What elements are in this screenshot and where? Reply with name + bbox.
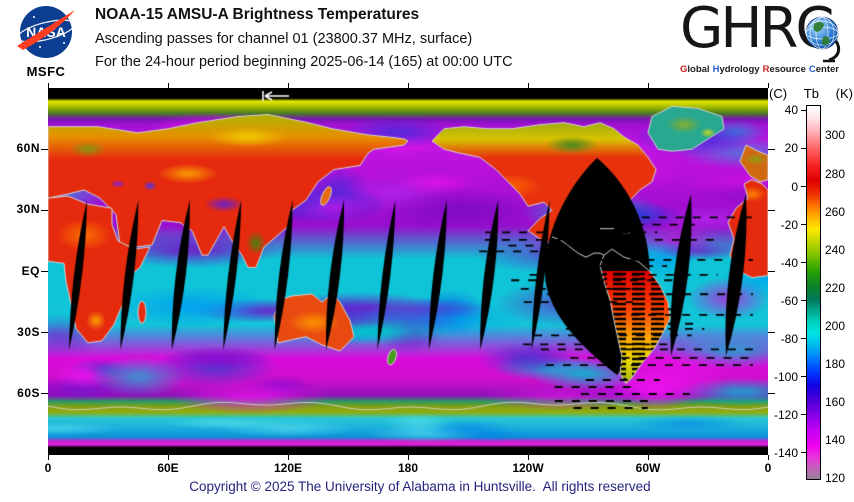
colorbar [806, 105, 821, 480]
colorbar-celsius-label: -60 [780, 293, 798, 308]
ghrc-subtitle-word: Resource [762, 64, 806, 75]
colorbar-celsius-label: -140 [773, 445, 798, 460]
colorbar-celsius-tick [801, 414, 807, 416]
colorbar-celsius-tick [801, 452, 807, 454]
colorbar-kelvin-label: 180 [825, 356, 846, 371]
x-axis-tick-top [407, 83, 409, 88]
nasa-meatball-icon: NASA [17, 6, 75, 58]
colorbar-celsius-label: -80 [780, 331, 798, 346]
x-tick-label: 120E [273, 461, 303, 475]
colorbar-celsius-tick [801, 262, 807, 264]
x-axis-tick [407, 455, 409, 460]
colorbar-celsius-label: 40 [784, 103, 798, 118]
msfc-label: MSFC [26, 64, 66, 79]
colorbar-kelvin-label: 200 [825, 318, 846, 333]
ghrc-subtitle-word: Global [680, 64, 710, 75]
copyright-text: Copyright © 2025 The University of Alaba… [189, 479, 651, 494]
y-axis-tick [41, 271, 48, 272]
colorbar-kelvin-label: 140 [825, 432, 846, 447]
x-axis-tick-top [167, 83, 169, 88]
colorbar-unit-celsius: (C) [769, 86, 788, 101]
y-axis-tick-right [768, 209, 775, 211]
page-subtitle-1: Ascending passes for channel 01 (23800.3… [95, 30, 473, 47]
colorbar-celsius-tick [801, 300, 807, 302]
colorbar-celsius-label: 0 [791, 179, 798, 194]
x-axis-tick [767, 455, 769, 460]
y-tick-label: 60S [17, 385, 40, 400]
y-axis-tick-right [768, 148, 775, 150]
y-tick-label: 30N [16, 202, 40, 217]
colorbar-kelvin-label: 280 [825, 166, 846, 181]
brightness-temperature-map [48, 88, 768, 455]
x-tick-label: 60W [635, 461, 661, 475]
y-axis-tick [41, 209, 48, 211]
x-tick-label: 60E [157, 461, 179, 475]
ghrc-logo: GHRC [680, 0, 850, 75]
ghrc-acronym-prefix: GHR [680, 0, 798, 61]
colorbar-celsius-label: 20 [784, 141, 798, 156]
x-axis-tick-top [287, 83, 289, 88]
x-axis-tick-top [47, 83, 49, 88]
colorbar-celsius-tick [801, 109, 807, 111]
colorbar-unit-kelvin: (K) [835, 86, 853, 101]
x-axis-tick [287, 455, 289, 460]
x-axis-tick-top [647, 83, 649, 88]
x-axis-tick [47, 455, 49, 460]
y-axis-tick-right [768, 271, 775, 272]
colorbar-celsius-label: -20 [780, 217, 798, 232]
colorbar-celsius-label: -100 [773, 369, 798, 384]
page-title: NOAA-15 AMSU-A Brightness Temperatures [95, 6, 420, 23]
y-tick-label: 60N [16, 141, 40, 156]
y-axis-tick [41, 332, 48, 334]
colorbar-celsius-label: -120 [773, 407, 798, 422]
colorbar-celsius-tick [801, 224, 807, 226]
title-block: NOAA-15 AMSU-A Brightness Temperatures A… [95, 7, 513, 70]
nasa-msfc-logo: NASA MSFC [10, 5, 82, 79]
ghrc-globe-icon [803, 15, 845, 73]
x-tick-label: 0 [764, 461, 772, 475]
x-axis-tick-top [767, 83, 769, 88]
colorbar-celsius-tick [801, 376, 807, 378]
x-tick-label: 120W [512, 461, 544, 475]
colorbar-kelvin-label: 260 [825, 204, 846, 219]
colorbar-kelvin-label: 240 [825, 242, 846, 257]
y-tick-label: EQ [21, 263, 40, 278]
x-axis-tick [167, 455, 169, 460]
y-axis-tick-right [768, 332, 775, 334]
ghrc-subtitle-word: Center [808, 64, 839, 75]
colorbar-kelvin-label: 220 [825, 280, 846, 295]
y-axis-tick-right [768, 393, 775, 395]
x-axis-tick [647, 455, 649, 460]
y-axis-tick [41, 148, 48, 150]
colorbar-kelvin-label: 300 [825, 128, 846, 143]
x-axis-tick [527, 455, 529, 460]
x-axis-tick-top [527, 83, 529, 88]
x-tick-label: 0 [44, 461, 52, 475]
colorbar-quantity-label: Tb [803, 86, 819, 101]
colorbar-celsius-label: -40 [780, 255, 798, 270]
ghrc-acronym-c: C [795, 1, 841, 63]
colorbar-kelvin-label: 160 [825, 394, 846, 409]
x-tick-label: 180 [397, 461, 419, 475]
page-subtitle-2: For the 24-hour period beginning 2025-06… [95, 54, 513, 70]
colorbar-celsius-tick [801, 186, 807, 188]
ghrc-subtitle: Global Hydrology Resource Center [680, 64, 850, 75]
colorbar-header: (C) Tb (K) [769, 86, 853, 101]
colorbar-celsius-tick [801, 338, 807, 340]
y-tick-label: 30S [17, 324, 40, 339]
colorbar-celsius-tick [801, 147, 807, 149]
colorbar-kelvin-label: 120 [825, 471, 846, 485]
ghrc-subtitle-word: Hydrology [712, 64, 760, 75]
y-axis-tick [41, 393, 48, 395]
